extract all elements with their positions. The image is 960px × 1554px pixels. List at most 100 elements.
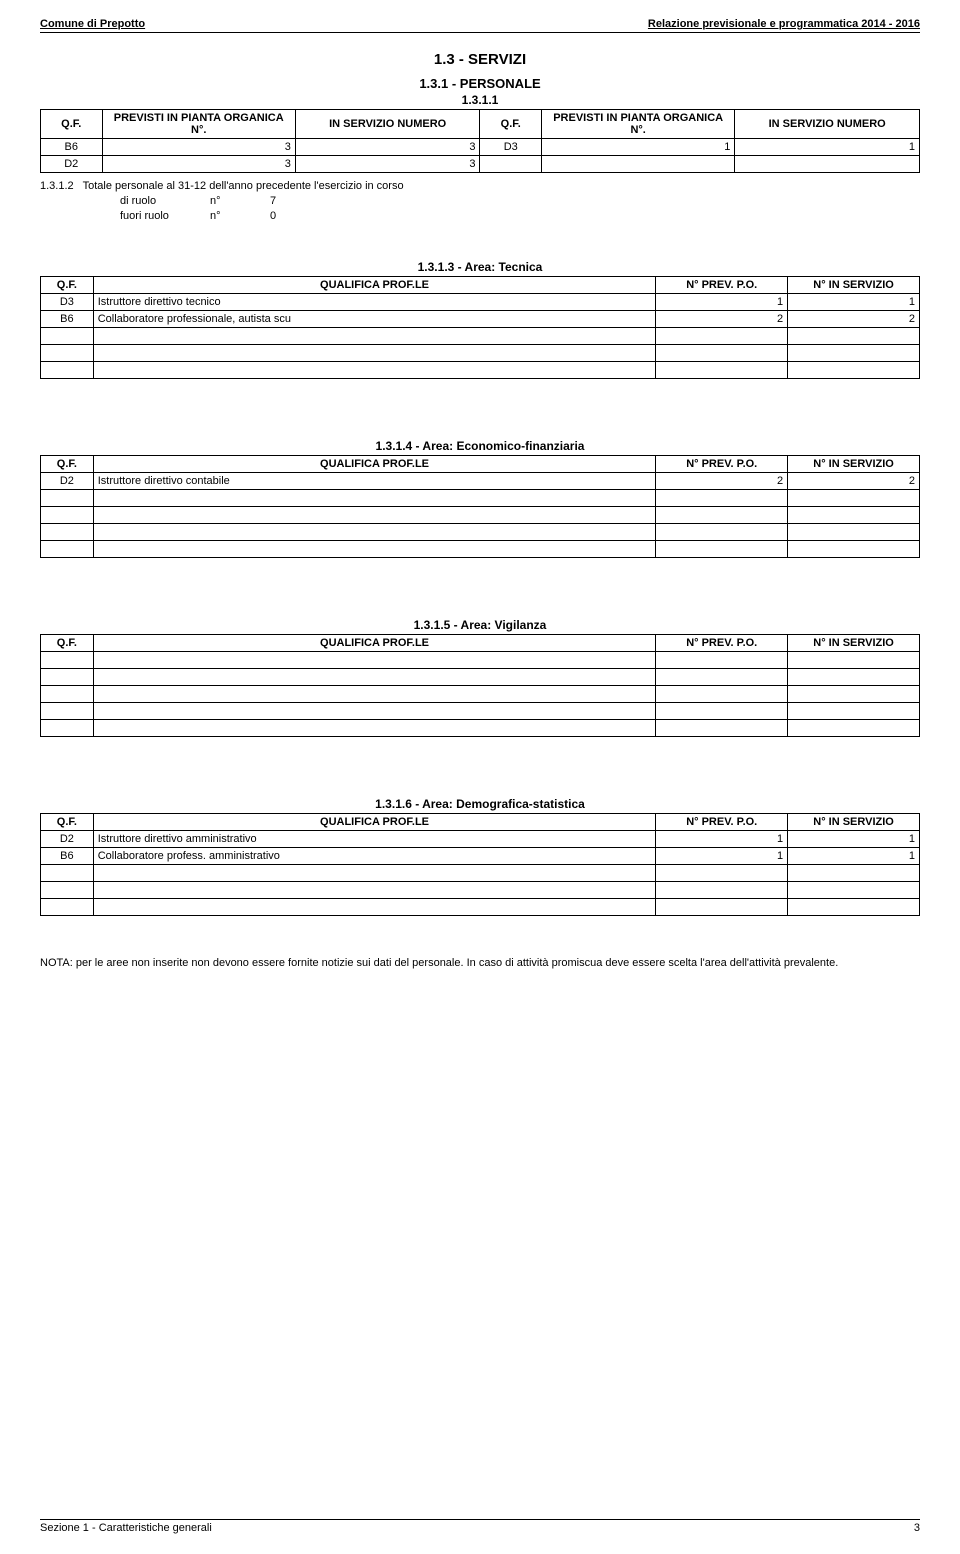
column-header: QUALIFICA PROF.LE	[93, 634, 656, 651]
table-cell	[656, 881, 788, 898]
header-right: Relazione previsionale e programmatica 2…	[648, 18, 920, 30]
area-block: 1.3.1.4 - Area: Economico-finanziaria Q.F…	[40, 439, 920, 558]
header-left: Comune di Prepotto	[40, 18, 145, 30]
table-row	[41, 540, 920, 557]
column-header: N° PREV. P.O.	[656, 455, 788, 472]
table-cell	[656, 651, 788, 668]
table-cell: 3	[102, 139, 295, 156]
table-cell	[788, 719, 920, 736]
note-1312-line: di ruolon°7	[40, 194, 920, 209]
column-header: N° IN SERVIZIO	[788, 276, 920, 293]
table-row	[41, 361, 920, 378]
table-row	[41, 702, 920, 719]
table-cell	[93, 685, 656, 702]
table-cell	[93, 361, 656, 378]
table-cell	[788, 506, 920, 523]
table-row: B6Collaboratore profess. amministrativo1…	[41, 847, 920, 864]
table-cell: 2	[656, 472, 788, 489]
table-cell	[93, 668, 656, 685]
table-cell	[656, 719, 788, 736]
table-cell	[41, 898, 94, 915]
table-cell: D2	[41, 472, 94, 489]
table-row	[41, 881, 920, 898]
note-1312-line: fuori ruolon°0	[40, 209, 920, 224]
table-cell	[656, 361, 788, 378]
table-cell: B6	[41, 139, 103, 156]
column-header: N° IN SERVIZIO	[788, 634, 920, 651]
col-qf-r: Q.F.	[480, 110, 542, 139]
table-row	[41, 685, 920, 702]
table-row: D3Istruttore direttivo tecnico11	[41, 293, 920, 310]
table-cell	[788, 523, 920, 540]
table-cell: D3	[480, 139, 542, 156]
table-cell	[656, 489, 788, 506]
table-cell	[41, 344, 94, 361]
note-1312-text: Totale personale al 31-12 dell'anno prec…	[83, 180, 404, 192]
table-cell	[788, 327, 920, 344]
column-header: QUALIFICA PROF.LE	[93, 813, 656, 830]
note-1312-label: 1.3.1.2	[40, 180, 74, 192]
table-cell	[41, 702, 94, 719]
table-cell	[93, 651, 656, 668]
table-cell	[93, 523, 656, 540]
table-cell	[788, 685, 920, 702]
area-table: Q.F.QUALIFICA PROF.LEN° PREV. P.O.N° IN …	[40, 455, 920, 558]
column-header: N° IN SERVIZIO	[788, 813, 920, 830]
table-cell: 1	[656, 830, 788, 847]
table-cell: D2	[41, 830, 94, 847]
table-row: B6Collaboratore professionale, autista s…	[41, 310, 920, 327]
area-table: Q.F.QUALIFICA PROF.LEN° PREV. P.O.N° IN …	[40, 634, 920, 737]
table-cell: 3	[295, 156, 480, 173]
table-cell: D2	[41, 156, 103, 173]
footer-right: 3	[914, 1522, 920, 1534]
table-row	[41, 344, 920, 361]
table-cell	[788, 489, 920, 506]
table-cell	[93, 489, 656, 506]
table-cell: 3	[295, 139, 480, 156]
table-cell	[41, 540, 94, 557]
footer-left: Sezione 1 - Caratteristiche generali	[40, 1522, 212, 1534]
column-header: Q.F.	[41, 276, 94, 293]
nota-text: NOTA: per le aree non inserite non devon…	[40, 956, 920, 971]
table-cell	[656, 506, 788, 523]
table-cell	[41, 651, 94, 668]
table-row	[41, 489, 920, 506]
table-cell	[480, 156, 542, 173]
table-cell	[735, 156, 920, 173]
table-cell: Istruttore direttivo tecnico	[93, 293, 656, 310]
table-cell	[41, 489, 94, 506]
table-cell	[656, 864, 788, 881]
table-row	[41, 651, 920, 668]
table-cell	[788, 344, 920, 361]
area-block: 1.3.1.3 - Area: TecnicaQ.F.QUALIFICA PRO…	[40, 260, 920, 379]
table-cell	[788, 881, 920, 898]
area-table: Q.F.QUALIFICA PROF.LEN° PREV. P.O.N° IN …	[40, 813, 920, 916]
table-row: D2Istruttore direttivo amministrativo11	[41, 830, 920, 847]
table-cell	[93, 327, 656, 344]
column-header: N° PREV. P.O.	[656, 634, 788, 651]
table-cell: B6	[41, 310, 94, 327]
table-1311-number: 1.3.1.1	[40, 93, 920, 107]
table-cell	[41, 361, 94, 378]
column-header: Q.F.	[41, 634, 94, 651]
table-cell	[656, 540, 788, 557]
table-row	[41, 523, 920, 540]
area-title: 1.3.1.4 - Area: Economico-finanziaria	[40, 439, 920, 453]
table-row: B633D311	[41, 139, 920, 156]
table-1311: Q.F. PREVISTI IN PIANTA ORGANICA N°. IN …	[40, 109, 920, 173]
table-cell: 2	[788, 310, 920, 327]
table-cell: D3	[41, 293, 94, 310]
table-cell: 1	[788, 293, 920, 310]
column-header: N° PREV. P.O.	[656, 276, 788, 293]
table-cell: 1	[656, 293, 788, 310]
table-cell	[656, 685, 788, 702]
column-header: N° PREV. P.O.	[656, 813, 788, 830]
area-title: 1.3.1.3 - Area: Tecnica	[40, 260, 920, 274]
table-row	[41, 719, 920, 736]
section-title: 1.3 - SERVIZI	[40, 51, 920, 68]
area-block: 1.3.1.5 - Area: VigilanzaQ.F.QUALIFICA P…	[40, 618, 920, 737]
table-cell	[656, 344, 788, 361]
table-cell	[41, 685, 94, 702]
area-block: 1.3.1.6 - Area: Demografica-statisticaQ.…	[40, 797, 920, 916]
col-serv-r: IN SERVIZIO NUMERO	[735, 110, 920, 139]
